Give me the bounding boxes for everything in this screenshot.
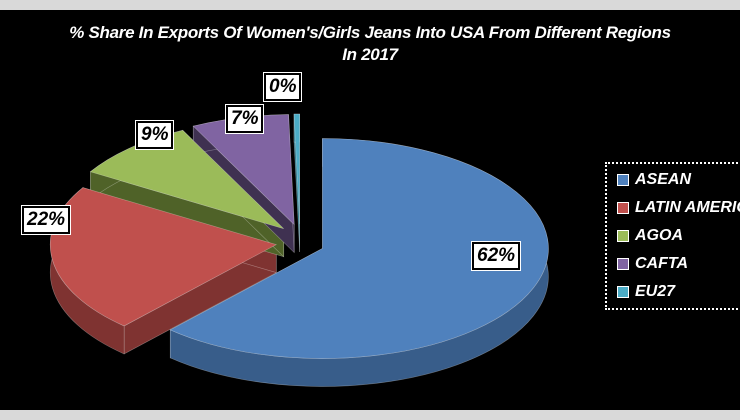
legend-label: CAFTA (635, 255, 689, 272)
data-label-asean: 62% (470, 241, 522, 271)
legend-swatch (617, 174, 629, 186)
legend-label: ASEAN (635, 171, 692, 188)
legend-swatch (617, 286, 629, 298)
data-label-eu27: 0% (262, 72, 303, 102)
legend-item-agoa: AGOA (617, 224, 683, 248)
legend: ASEAN LATIN AMERICA AGOA CAFTA EU27 (605, 162, 740, 310)
pie-slice-agoa (89, 130, 284, 230)
data-label-cafta: 7% (224, 104, 265, 134)
legend-label: AGOA (635, 227, 683, 244)
chart-title-line2: In 2017 (342, 45, 398, 64)
data-label-latin-america: 22% (20, 205, 72, 235)
chart-area: % Share In Exports Of Women's/Girls Jean… (0, 10, 740, 410)
legend-swatch (617, 202, 629, 214)
legend-item-eu27: EU27 (617, 280, 675, 304)
pie-slice-latin-america (49, 187, 278, 327)
legend-label: EU27 (635, 283, 676, 300)
legend-swatch (617, 230, 629, 242)
legend-swatch (617, 258, 629, 270)
legend-label: LATIN AMERICA (635, 199, 740, 216)
legend-item-latin-america: LATIN AMERICA (617, 196, 740, 220)
legend-item-cafta: CAFTA (617, 252, 688, 276)
data-label-agoa: 9% (134, 120, 175, 150)
legend-item-asean: ASEAN (617, 168, 691, 192)
chart-title-line1: % Share In Exports Of Women's/Girls Jean… (69, 23, 671, 42)
pie-slice-eu27 (293, 113, 300, 225)
pie-slice-asean (169, 138, 549, 359)
